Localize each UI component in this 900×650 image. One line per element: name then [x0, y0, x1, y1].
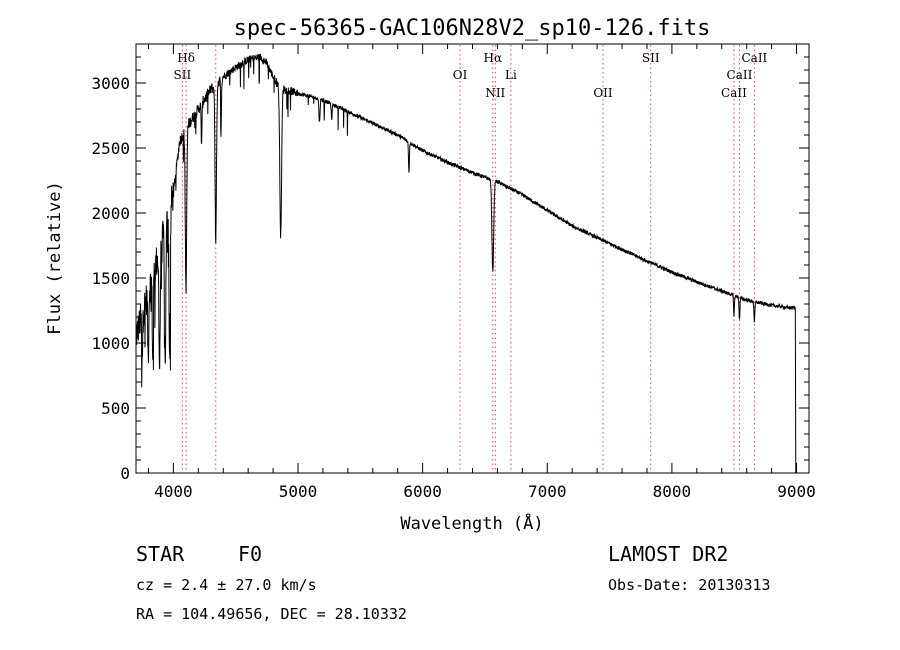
- y-tick-label: 3000: [91, 74, 130, 93]
- survey-name: LAMOST DR2: [608, 542, 729, 566]
- y-tick-label: 2500: [91, 139, 130, 158]
- y-tick-label: 2000: [91, 204, 130, 223]
- line-marker-group: [181, 45, 755, 472]
- spectral-line-label: SII: [642, 51, 660, 65]
- y-tick-label: 500: [101, 399, 130, 418]
- y-axis: 0 500 1000 1500 2000 2500 3000: [91, 43, 809, 483]
- spectral-line-label: OII: [593, 86, 613, 100]
- spectral-line-label: OI: [453, 68, 468, 82]
- spectrum-series-line: [135, 53, 797, 474]
- spectral-line-label: CaII: [721, 86, 747, 100]
- object-class: STAR: [136, 542, 185, 566]
- y-tick-label: 1000: [91, 334, 130, 353]
- spectral-line-label: SII: [174, 68, 192, 82]
- x-tick-label: 4000: [154, 482, 193, 501]
- y-tick-label: 1500: [91, 269, 130, 288]
- spectral-line-label: Li: [505, 68, 517, 82]
- x-tick-label: 9000: [777, 482, 816, 501]
- coordinates: RA = 104.49656, DEC = 28.10332: [136, 605, 407, 623]
- x-tick-label: 6000: [403, 482, 442, 501]
- plot-frame: [135, 43, 810, 474]
- y-tick-label: 0: [120, 464, 130, 483]
- spectral-line-label: CaII: [727, 68, 753, 82]
- spectral-line-label: CaII: [741, 51, 767, 65]
- spectral-line-label: Hδ: [177, 51, 195, 65]
- x-tick-label: 5000: [279, 482, 318, 501]
- x-axis: 4000 5000 6000 7000 8000 9000: [147, 44, 816, 501]
- spectral-line-label: Hα: [484, 51, 503, 65]
- y-axis-label: Flux (relative): [45, 181, 65, 335]
- redshift-velocity: cz = 2.4 ± 27.0 km/s: [136, 576, 317, 594]
- observation-date: Obs-Date: 20130313: [608, 576, 771, 594]
- x-axis-label: Wavelength (Å): [400, 512, 543, 534]
- x-tick-label: 8000: [653, 482, 692, 501]
- spectral-line-label: NII: [485, 86, 505, 100]
- x-tick-label: 7000: [528, 482, 567, 501]
- chart-title: spec-56365-GAC106N28V2_sp10-126.fits: [234, 16, 711, 41]
- object-subclass: F0: [238, 542, 263, 566]
